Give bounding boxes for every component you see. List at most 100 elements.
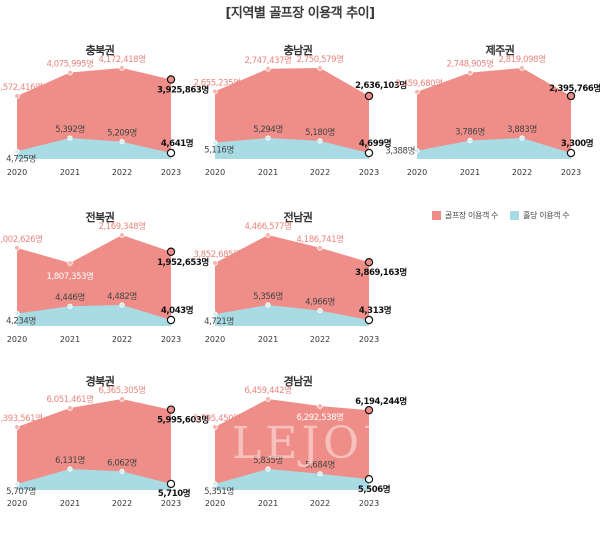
golf-area xyxy=(17,235,171,326)
legend-label-golf: 골프장 이용객 수 xyxy=(445,211,499,220)
screen-point xyxy=(317,471,323,477)
golf-point xyxy=(467,69,473,76)
screen-point xyxy=(519,135,525,141)
screen-point xyxy=(212,311,218,317)
golf-label: 1,807,353명 xyxy=(46,271,93,282)
x-tick-label: 2022 xyxy=(112,168,132,177)
x-tick-label: 2020 xyxy=(7,499,27,508)
screen-point xyxy=(265,302,271,308)
x-tick-label: 2020 xyxy=(205,499,225,508)
golf-label-latest: 5,995,603명 xyxy=(157,415,209,426)
chart-panel: 경남권 5,795,450명 6,459,442명 6,292,538명 6,194,… xyxy=(193,373,407,533)
x-tick-label: 2021 xyxy=(60,499,80,508)
golf-label-latest: 3,925,863명 xyxy=(157,85,209,96)
screen-label: 6,131명 xyxy=(55,455,85,466)
golf-label: 6,459,442명 xyxy=(244,385,291,396)
page-title: [지역별 골프장 이용객 추이] xyxy=(225,6,375,21)
golf-label: 6,365,305명 xyxy=(98,385,145,396)
golf-label: 4,186,741명 xyxy=(296,234,343,245)
golf-point xyxy=(317,403,323,409)
x-tick-label: 2023 xyxy=(161,335,181,344)
x-tick-label: 2021 xyxy=(60,335,80,344)
screen-label-latest: 3,300명 xyxy=(561,138,593,149)
screen-label: 5,835명 xyxy=(253,455,283,466)
x-tick-label: 2022 xyxy=(512,168,532,177)
screen-area xyxy=(215,138,369,159)
golf-point xyxy=(166,247,176,256)
golf-label: 2,169,348명 xyxy=(98,221,145,232)
screen-area xyxy=(215,305,369,326)
area-chart: 2,459,680명 2,748,905명 2,819,098명 2,395,766명… xyxy=(385,54,600,177)
golf-area xyxy=(215,399,369,490)
x-tick-label: 2020 xyxy=(205,168,225,177)
chart-panel: 제주권 2,459,680명 2,748,905명 2,819,098명 2,395,… xyxy=(385,42,600,202)
golf-label: 2,002,626명 xyxy=(0,234,43,245)
x-tick-label: 2021 xyxy=(258,499,278,508)
screen-label: 5,351명 xyxy=(204,486,234,497)
chart-title: 전남권 xyxy=(283,211,313,224)
golf-point xyxy=(364,258,374,267)
golf-label-latest: 3,869,163명 xyxy=(355,267,407,278)
screen-label-latest: 4,043명 xyxy=(161,305,193,316)
x-tick-label: 2020 xyxy=(7,335,27,344)
x-tick-label: 2023 xyxy=(161,168,181,177)
chart-title: 충북권 xyxy=(85,44,115,57)
golf-label: 2,747,437명 xyxy=(244,55,291,66)
golf-label-latest: 2,636,103명 xyxy=(355,80,407,91)
golf-point xyxy=(67,260,73,266)
chart-panel: 충북권 3,572,416명 4,075,995명 4,172,418명 3,925,… xyxy=(0,42,209,202)
golf-label: 4,075,995명 xyxy=(46,58,93,69)
x-tick-label: 2023 xyxy=(561,168,581,177)
golf-point xyxy=(119,65,125,71)
golf-point xyxy=(265,65,271,72)
screen-area xyxy=(215,469,369,490)
chart-title: 경북권 xyxy=(85,375,115,388)
golf-label: 5,795,450명 xyxy=(193,413,240,424)
golf-label: 4,466,577명 xyxy=(244,221,291,232)
chart-panel: 전남권 3,852,685명 4,466,577명 4,186,741명 3,869,… xyxy=(193,209,407,369)
area-chart: 3,852,685명 4,466,577명 4,186,741명 3,869,163명… xyxy=(193,221,407,344)
screen-label-latest: 4,641명 xyxy=(161,138,193,149)
area-chart: 2,655,235명 2,747,437명 2,750,579명 2,636,103명… xyxy=(193,54,407,177)
golf-point xyxy=(364,405,374,415)
screen-point xyxy=(265,466,271,472)
screen-label: 3,883명 xyxy=(507,124,537,135)
golf-point xyxy=(317,244,323,251)
golf-point xyxy=(119,396,125,402)
x-tick-label: 2022 xyxy=(310,168,330,177)
screen-label: 5,356명 xyxy=(253,291,283,302)
screen-label: 5,294명 xyxy=(253,124,283,135)
x-tick-label: 2021 xyxy=(60,168,80,177)
golf-point xyxy=(67,69,73,76)
golf-area xyxy=(17,68,171,159)
x-tick-label: 2021 xyxy=(258,335,278,344)
screen-point xyxy=(67,135,73,141)
legend-label-screen: 홀당 이용객 수 xyxy=(523,211,570,220)
x-tick-label: 2022 xyxy=(310,499,330,508)
golf-point xyxy=(166,75,176,84)
golf-label-latest: 2,395,766명 xyxy=(549,83,600,94)
screen-point xyxy=(67,303,73,309)
chart-title: 제주권 xyxy=(485,44,515,57)
area-chart: 3,572,416명 4,075,995명 4,172,418명 3,925,863명… xyxy=(0,54,209,177)
screen-label: 4,234명 xyxy=(6,315,36,326)
golf-label: 4,172,418명 xyxy=(98,54,145,65)
screen-point xyxy=(364,315,374,325)
golf-point xyxy=(265,396,271,402)
golf-point xyxy=(265,232,271,238)
screen-point xyxy=(212,481,218,487)
screen-label: 5,116명 xyxy=(204,144,234,155)
x-tick-label: 2022 xyxy=(112,499,132,508)
screen-point xyxy=(317,308,323,314)
legend-item-screen: 홀당 이용객 수 xyxy=(510,210,570,221)
golf-point xyxy=(14,93,20,99)
x-tick-label: 2021 xyxy=(460,168,480,177)
screen-area xyxy=(17,305,171,326)
screen-label: 5,707명 xyxy=(6,486,36,497)
x-tick-label: 2020 xyxy=(7,168,27,177)
screen-point xyxy=(166,315,176,325)
golf-label: 3,852,685명 xyxy=(193,249,240,260)
chart-panel: 전북권 2,002,626명 1,807,353명 2,169,348명 1,952,… xyxy=(0,209,209,369)
x-tick-label: 2022 xyxy=(112,335,132,344)
golf-label: 6,051,461명 xyxy=(46,394,93,405)
